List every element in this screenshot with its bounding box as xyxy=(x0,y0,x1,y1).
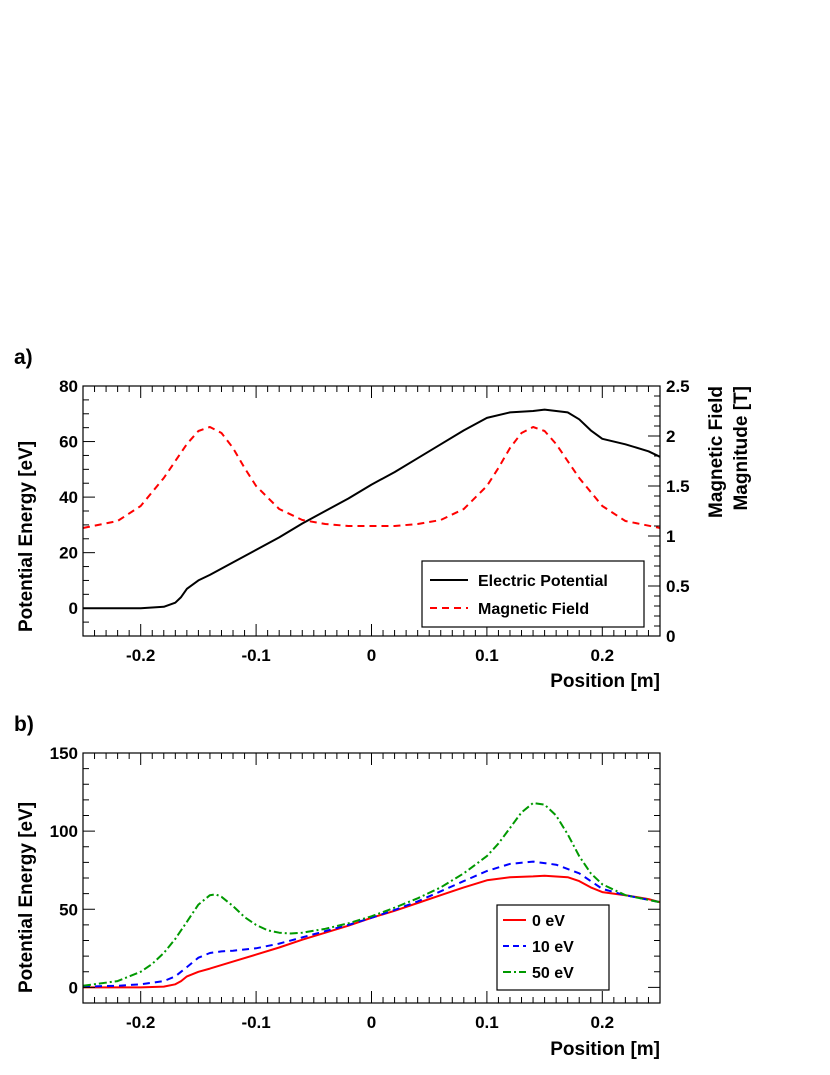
panel-a-y2-axis-label-line2: Magnitude [T] xyxy=(731,386,752,511)
panel-b-ticks xyxy=(82,752,661,1004)
panel-a-series xyxy=(82,408,661,610)
y2-tick-label: 2 xyxy=(666,427,675,446)
panel-a-y2-axis-label-line1: Magnetic Field xyxy=(706,386,727,518)
panel-b-label: b) xyxy=(14,713,34,736)
y-tick-label: 0 xyxy=(69,978,78,997)
x-tick-label: -0.1 xyxy=(241,1013,270,1032)
y-tick-label: 50 xyxy=(59,900,78,919)
legend-label-0ev: 0 eV xyxy=(532,913,565,930)
panel-b-y-axis-label: Potential Energy [eV] xyxy=(16,802,37,993)
x-tick-label: 0 xyxy=(367,646,376,665)
panel-a-x-axis-label: Position [m] xyxy=(550,671,660,692)
y-tick-label: 20 xyxy=(59,544,78,563)
y2-tick-label: 0 xyxy=(666,627,675,646)
y-tick-label: 150 xyxy=(50,744,78,763)
legend-label-50ev: 50 eV xyxy=(532,965,574,982)
panel-a-y-tick-labels: 0 20 40 60 80 xyxy=(59,377,78,618)
y2-tick-label: 1.5 xyxy=(666,477,690,496)
panel-a-legend-box xyxy=(421,560,645,628)
panel-a-y2-tick-labels: 0 0.5 1 1.5 2 2.5 xyxy=(666,377,690,646)
legend-label-magnetic-field: Magnetic Field xyxy=(478,601,589,618)
panel-a-legend: Electric Potential Magnetic Field xyxy=(421,560,645,628)
series-line-magnetic-field xyxy=(82,426,661,529)
panel-a-ticks xyxy=(82,385,661,637)
y-tick-label: 40 xyxy=(59,488,78,507)
x-tick-label: -0.1 xyxy=(241,646,270,665)
y2-tick-label: 0.5 xyxy=(666,577,690,596)
x-tick-label: -0.2 xyxy=(126,646,155,665)
panel-b-series xyxy=(82,802,661,989)
panel-a-y-axis-label: Potential Energy [eV] xyxy=(16,441,37,632)
x-tick-label: -0.2 xyxy=(126,1013,155,1032)
panel-b-x-tick-labels: -0.2 -0.1 0 0.1 0.2 xyxy=(126,1013,614,1032)
series-line-50-ev xyxy=(82,802,661,987)
y-tick-label: 60 xyxy=(59,433,78,452)
panel-a-x-tick-labels: -0.2 -0.1 0 0.1 0.2 xyxy=(126,646,614,665)
panel-a-label: a) xyxy=(14,346,33,369)
y2-tick-label: 1 xyxy=(666,527,675,546)
x-tick-label: 0.2 xyxy=(590,646,614,665)
legend-label-electric-potential: Electric Potential xyxy=(478,573,608,590)
x-tick-label: 0.1 xyxy=(475,1013,499,1032)
series-line-electric-potential xyxy=(83,408,661,610)
panel-b-chart: b) -0.2 -0.1 0 0.1 0.2 0 50 100 150 Position [m… xyxy=(14,713,661,1060)
series-line-10-ev xyxy=(82,860,661,988)
y-tick-label: 0 xyxy=(69,599,78,618)
x-tick-label: 0 xyxy=(367,1013,376,1032)
panel-a-chart: a) -0.2 -0.1 0 0.1 0.2 0 20 40 60 80 0 0.5 1 1.5 2 2.… xyxy=(14,346,752,692)
y-tick-label: 100 xyxy=(50,822,78,841)
y-tick-label: 80 xyxy=(59,377,78,396)
panel-b-y-tick-labels: 0 50 100 150 xyxy=(50,744,78,997)
legend-label-10ev: 10 eV xyxy=(532,939,574,956)
x-tick-label: 0.1 xyxy=(475,646,499,665)
panel-b-x-axis-label: Position [m] xyxy=(550,1039,660,1060)
x-tick-label: 0.2 xyxy=(590,1013,614,1032)
y2-tick-label: 2.5 xyxy=(666,377,690,396)
panel-b-legend: 0 eV 10 eV 50 eV xyxy=(496,904,610,991)
